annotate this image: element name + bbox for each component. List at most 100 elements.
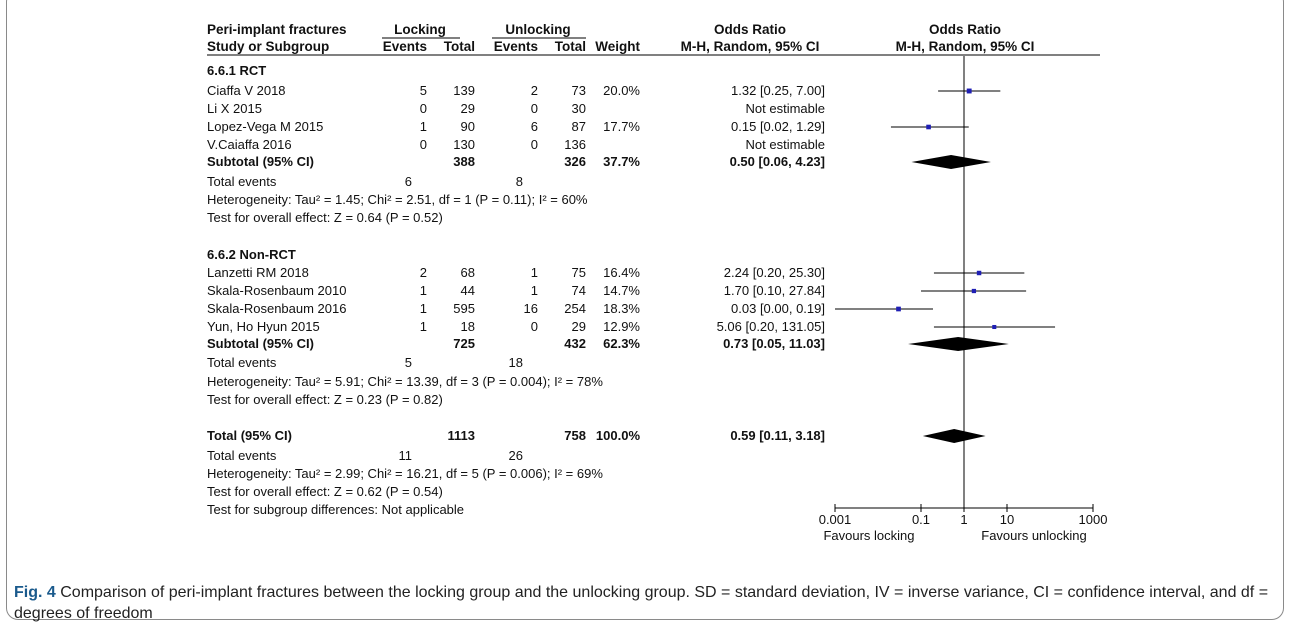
heterogeneity-text: Heterogeneity: Tau² = 5.91; Chi² = 13.39… <box>207 374 603 389</box>
events-locking: 1 <box>420 119 427 134</box>
total-events-locking: 11 <box>399 448 413 463</box>
point-estimate-square <box>926 124 931 130</box>
events-locking: 1 <box>420 301 427 316</box>
study-name: Skala-Rosenbaum 2010 <box>207 283 346 298</box>
total-unlocking: 136 <box>564 137 586 152</box>
subgroup-title: 6.6.2 Non-RCT <box>207 247 296 262</box>
events-unlocking: 1 <box>531 265 538 280</box>
total-locking: 90 <box>461 119 475 134</box>
events-unlocking: 0 <box>531 137 538 152</box>
x-axis: 0.001 0.1 1 10 1000 <box>819 504 1108 527</box>
total-unlocking: 73 <box>572 83 586 98</box>
overall-effect-text: Test for overall effect: Z = 0.64 (P = 0… <box>207 210 443 225</box>
study-ci-text: 1.70 [0.10, 27.84] <box>724 283 825 298</box>
study-name: Yun, Ho Hyun 2015 <box>207 319 320 334</box>
events1-col-header: Events <box>383 39 427 54</box>
total-locking: 139 <box>453 83 475 98</box>
study-ci-text: 0.03 [0.00, 0.19] <box>731 301 825 316</box>
total-ci-text: 0.59 [0.11, 3.18] <box>730 428 825 443</box>
heterogeneity-text: Heterogeneity: Tau² = 2.99; Chi² = 16.21… <box>207 466 603 481</box>
total-weight: 100.0% <box>596 428 641 443</box>
study-weight: 16.4% <box>603 265 640 280</box>
study-name: Li X 2015 <box>207 101 262 116</box>
events-unlocking: 16 <box>524 301 538 316</box>
study-name: Ciaffa V 2018 <box>207 83 286 98</box>
axis-tick-label: 0.001 <box>819 512 852 527</box>
study-weight: 17.7% <box>603 119 640 134</box>
total-events-unlocking: 8 <box>516 174 523 189</box>
figure-frame <box>6 0 1284 620</box>
total-locking: 130 <box>453 137 475 152</box>
caption-text: Comparison of peri-implant fractures bet… <box>14 584 1269 622</box>
subtotal-ci-text: 0.50 [0.06, 4.23] <box>730 154 825 169</box>
point-estimate-square <box>971 288 977 294</box>
heterogeneity-text: Heterogeneity: Tau² = 1.45; Chi² = 2.51,… <box>207 192 588 207</box>
events-locking: 1 <box>420 283 427 298</box>
subtotal-total-unlocking: 326 <box>564 154 586 169</box>
study-ci-text: 5.06 [0.20, 131.05] <box>717 319 825 334</box>
point-estimate-square <box>896 306 901 312</box>
forest-plot: Peri-implant fractures Locking Unlocking… <box>207 22 1108 543</box>
total-events-unlocking: 26 <box>509 448 523 463</box>
axis-tick-label: 1 <box>960 512 967 527</box>
subtotal-weight: 62.3% <box>603 336 640 351</box>
total-locking: 595 <box>453 301 475 316</box>
total-events-label: Total events <box>207 355 277 370</box>
study-col-header: Study or Subgroup <box>207 39 329 54</box>
axis-tick-label: 10 <box>1000 512 1014 527</box>
total-locking: 29 <box>461 101 475 116</box>
overall-effect-text: Test for overall effect: Z = 0.23 (P = 0… <box>207 392 443 407</box>
subtotal-total-unlocking: 432 <box>564 336 586 351</box>
total-unlocking: 75 <box>572 265 586 280</box>
subgroup-difference-text: Test for subgroup differences: Not appli… <box>207 502 464 517</box>
outcome-title: Peri-implant fractures <box>207 22 347 37</box>
total-events-label: Total events <box>207 174 277 189</box>
effect-text-header: Odds Ratio <box>714 22 786 37</box>
events-unlocking: 6 <box>531 119 538 134</box>
total-label: Total (95% CI) <box>207 428 292 443</box>
total-unlocking: 29 <box>572 319 586 334</box>
subtotal-total-locking: 725 <box>453 336 475 351</box>
study-name: Skala-Rosenbaum 2016 <box>207 301 346 316</box>
events-unlocking: 0 <box>531 101 538 116</box>
group1-header: Locking <box>394 22 446 37</box>
point-estimate-square <box>976 270 982 276</box>
total-unlocking: 30 <box>572 101 586 116</box>
total-unlocking: 74 <box>572 283 586 298</box>
overall-effect-text: Test for overall effect: Z = 0.62 (P = 0… <box>207 484 443 499</box>
subtotal-label: Subtotal (95% CI) <box>207 154 314 169</box>
method-plot-header: M-H, Random, 95% CI <box>896 39 1035 54</box>
study-name: Lopez-Vega M 2015 <box>207 119 323 134</box>
study-weight: 12.9% <box>603 319 640 334</box>
study-weight: 20.0% <box>603 83 640 98</box>
study-weight: 14.7% <box>603 283 640 298</box>
total-events-locking: 5 <box>405 355 412 370</box>
point-estimate-square <box>966 88 972 94</box>
weight-col-header: Weight <box>595 39 640 54</box>
study-ci-text: 2.24 [0.20, 25.30] <box>724 265 825 280</box>
events-locking: 0 <box>420 101 427 116</box>
total-locking: 44 <box>461 283 475 298</box>
events2-col-header: Events <box>494 39 538 54</box>
axis-tick-label: 0.1 <box>912 512 930 527</box>
plot-area <box>835 56 1056 508</box>
pooled-diamond <box>922 429 986 443</box>
subtotal-ci-text: 0.73 [0.05, 11.03] <box>723 336 825 351</box>
pooled-diamond <box>911 155 991 169</box>
subgroup-title: 6.6.1 RCT <box>207 63 266 78</box>
point-estimate-square <box>992 324 997 330</box>
study-ci-text: Not estimable <box>746 137 825 152</box>
total-events-unlocking: 18 <box>509 355 523 370</box>
total-unlocking: 87 <box>572 119 586 134</box>
study-ci-text: 0.15 [0.02, 1.29] <box>731 119 825 134</box>
total-events-locking: 6 <box>405 174 412 189</box>
subtotal-label: Subtotal (95% CI) <box>207 336 314 351</box>
study-ci-text: 1.32 [0.25, 7.00] <box>731 83 825 98</box>
effect-plot-header: Odds Ratio <box>929 22 1001 37</box>
pooled-diamond <box>908 337 1009 351</box>
axis-tick-label: 1000 <box>1079 512 1108 527</box>
favours-left-label: Favours locking <box>823 528 914 543</box>
total1-col-header: Total <box>444 39 475 54</box>
study-name: V.Caiaffa 2016 <box>207 137 292 152</box>
